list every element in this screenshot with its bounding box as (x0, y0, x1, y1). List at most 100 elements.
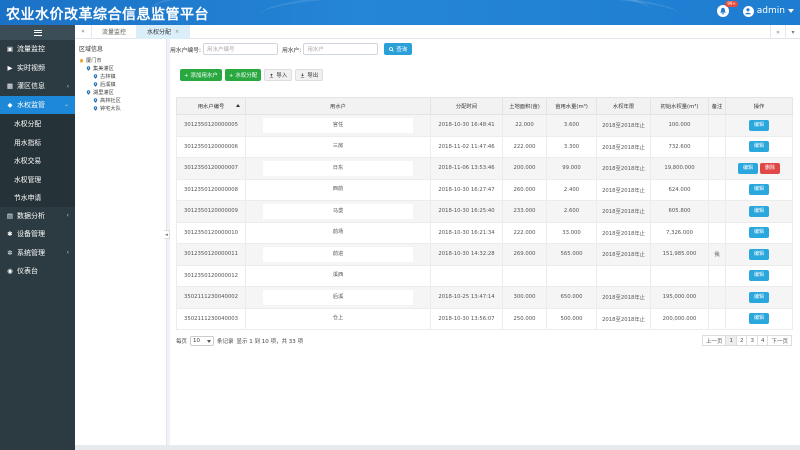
tab-water-rights[interactable]: 水权分配 × (137, 24, 191, 39)
edit-button[interactable]: 编辑 (748, 205, 769, 217)
sidebar-item[interactable]: ▤ 数据分析 ‹ (0, 207, 75, 226)
edit-button[interactable]: 编辑 (748, 119, 769, 131)
cell-id: 3502111230040003 (176, 308, 246, 330)
cell-area: 250.000 (502, 308, 547, 330)
table-row[interactable]: 3012350120000006 三房 2018-11-02 11:47:46 222… (176, 136, 793, 158)
column-header[interactable]: 土地面积(亩) (502, 97, 547, 115)
search-button[interactable]: 查询 (384, 43, 413, 55)
tree-node[interactable]: 高林社区 (79, 96, 162, 104)
cell-id: 3012350120000008 (176, 179, 246, 201)
bottom-strip (75, 445, 800, 450)
column-header[interactable]: 用水户编号 (176, 97, 246, 115)
sidebar-subitem[interactable]: 水权交易 (14, 157, 42, 166)
delete-button[interactable]: 删除 (760, 162, 781, 174)
tabs-more-button[interactable]: ▾ (785, 25, 800, 39)
prev-page-button[interactable]: 上一页 (701, 335, 727, 346)
user-input[interactable]: 用水户 (303, 43, 379, 55)
tree-node[interactable]: 集美灌区 (79, 64, 162, 72)
tabs-next-button[interactable]: » (770, 25, 785, 39)
cell-years: 2018至2018年止 (596, 157, 651, 180)
column-header[interactable]: 操作 (725, 97, 793, 115)
user-id-input[interactable]: 用水户编号 (202, 43, 278, 55)
edit-button[interactable]: 编辑 (748, 184, 769, 196)
column-header[interactable]: 用水户 (245, 97, 431, 115)
tab-label: 水权分配 (147, 29, 172, 36)
sidebar-item[interactable]: ✲ 系统管理 ‹ (0, 244, 75, 263)
cell-per-mu: 2.400 (546, 179, 597, 201)
tree-node[interactable]: 湖里灌区 (79, 88, 162, 96)
upload-icon (269, 73, 274, 77)
collapse-panel-button[interactable]: ◂ (164, 230, 170, 239)
page-size-select[interactable]: 10 (190, 336, 215, 346)
table-row[interactable]: 3012350120000009 马垄 2018-10-30 16:25:40 233… (176, 200, 793, 223)
edit-button[interactable]: 编辑 (748, 313, 769, 325)
next-page-button[interactable]: 下一页 (767, 335, 792, 346)
sidebar-item[interactable]: ▶ 实时视频 (0, 59, 75, 78)
edit-button[interactable]: 编辑 (748, 291, 769, 303)
import-button[interactable]: 导入 (264, 69, 293, 81)
table-row[interactable]: 3012350120000010 前场 2018-10-30 16:21:34 222… (176, 222, 793, 244)
column-header[interactable]: 亩用水量(m³) (546, 97, 597, 115)
column-header[interactable]: 备注 (708, 97, 726, 115)
app-title: 农业水价改革综合信息监管平台 (6, 7, 209, 23)
cell-years: 2018至2018年止 (596, 136, 651, 158)
page-size-value: 10 (193, 338, 201, 344)
tab-flow-monitor[interactable]: 流量监控 (92, 24, 138, 39)
tree-node[interactable]: 钟宅大队 (79, 104, 162, 112)
tree-node[interactable]: 古林镇 (79, 72, 162, 80)
export-button[interactable]: 导出 (295, 69, 324, 81)
cell-per-mu: 3.600 (546, 114, 597, 137)
table-row[interactable]: 3012350120000012 溪西 编辑 (176, 265, 793, 287)
edit-button[interactable]: 编辑 (737, 162, 758, 174)
table-row[interactable]: 3012350120000007 日东 2018-11-06 13:53:46 200… (176, 157, 793, 180)
sidebar-subitem[interactable]: 水权管理 (14, 175, 42, 184)
cell-note (708, 222, 726, 244)
cell-init: 7,326.000 (650, 222, 709, 244)
sidebar-subitem[interactable]: 节水申请 (14, 194, 42, 203)
cell-user: 溪西 (245, 265, 431, 287)
avatar-icon (742, 5, 754, 17)
user-name-cell: 后溪 (263, 289, 413, 305)
cell-years: 2018至2018年止 (596, 222, 651, 244)
table-row[interactable]: 3012350120000008 西前 2018-10-30 16:27:47 260… (176, 179, 793, 201)
cell-init: 605.800 (650, 200, 709, 223)
sidebar-subitem[interactable]: 水权分配 (14, 120, 42, 129)
cell-per-mu: 3.300 (546, 136, 597, 158)
sidebar-subitem[interactable]: 用水指标 (14, 138, 42, 147)
sidebar-item[interactable]: ◉ 仪表台 (0, 262, 75, 281)
column-header-label: 分配时间 (455, 104, 478, 110)
column-header[interactable]: 水权年限 (596, 97, 651, 115)
table-row[interactable]: 3012350120000005 官任 2018-10-30 16:48:41 22.… (176, 114, 793, 137)
tree-node[interactable]: 厦门市 (79, 56, 162, 64)
cell-init: 624.000 (650, 179, 709, 201)
sidebar-item[interactable]: ▣ 流量监控 (0, 40, 75, 59)
gear-icon: ✱ (7, 230, 13, 239)
column-header[interactable]: 初始水权量(m³) (650, 97, 709, 115)
cell-per-mu: 500.000 (546, 308, 597, 330)
sidebar-item[interactable]: ✱ 设备管理 (0, 225, 75, 244)
tabs-prev-button[interactable]: « (75, 24, 92, 39)
cell-id: 3502111230040002 (176, 286, 246, 309)
edit-button[interactable]: 编辑 (748, 227, 769, 239)
cell-user: 日东 (245, 157, 431, 180)
edit-button[interactable]: 编辑 (748, 141, 769, 153)
sidebar-item[interactable]: ◆ 水权监管 ⌄ (0, 95, 75, 114)
notification-button[interactable]: 99+ (716, 1, 738, 17)
chart-icon: ▤ (6, 211, 14, 220)
column-header[interactable]: 分配时间 (430, 97, 503, 115)
table-row[interactable]: 3012350120000011 前进 2018-10-30 14:32:28 269… (176, 243, 793, 266)
sidebar-item-label: 实时视频 (17, 63, 45, 72)
allocate-water-button[interactable]: + 水权分配 (224, 69, 262, 81)
sidebar-item[interactable]: ▦ 灌区信息 ‹ (0, 77, 75, 96)
cell-id: 3012350120000011 (176, 243, 246, 266)
close-icon[interactable]: × (175, 28, 180, 35)
table-row[interactable]: 3502111230040003 仓上 2018-10-30 13:56:07 250… (176, 308, 793, 330)
add-user-button[interactable]: + 添加用水户 (180, 69, 222, 81)
edit-button[interactable]: 编辑 (748, 270, 769, 282)
sidebar-toggle[interactable] (0, 25, 75, 40)
user-menu[interactable]: admin (742, 5, 794, 17)
sidebar-item-label: 灌区信息 (17, 82, 45, 91)
edit-button[interactable]: 编辑 (748, 248, 769, 260)
tree-node[interactable]: 后溪镇 (79, 80, 162, 88)
table-row[interactable]: 3502111230040002 后溪 2018-10-25 13:47:14 300… (176, 286, 793, 309)
